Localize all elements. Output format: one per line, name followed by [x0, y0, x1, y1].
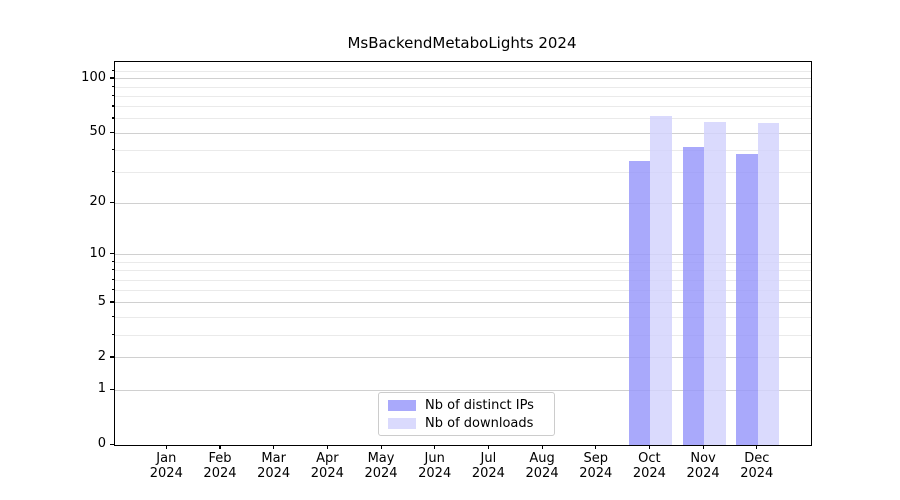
y-minor-tick-mark-7	[111, 278, 114, 280]
gridline-9	[115, 261, 811, 263]
gridline-20	[115, 202, 811, 204]
y-tick-mark-20	[110, 201, 114, 204]
gridline-90	[115, 86, 811, 88]
bar-dec-downloads	[757, 122, 780, 445]
x-tick-label-jan: Jan 2024	[149, 451, 183, 481]
x-tick-label-sep: Sep 2024	[579, 451, 613, 481]
y-minor-tick-mark-6	[111, 289, 114, 291]
y-minor-tick-mark-8	[111, 269, 114, 271]
gridline-7	[115, 279, 811, 281]
x-tick-label-nov: Nov 2024	[686, 451, 720, 481]
x-tick-mark-feb	[219, 445, 221, 449]
y-minor-tick-mark-9	[111, 260, 114, 263]
x-tick-mark-jul	[487, 445, 490, 449]
legend-swatch-distinct-ips	[388, 399, 416, 411]
y-minor-tick-mark-4	[111, 315, 114, 318]
bar-dec-distinct-ips	[736, 154, 758, 445]
bar-oct-downloads	[650, 116, 672, 445]
y-minor-tick-mark-70	[111, 105, 114, 107]
y-minor-tick-mark-90	[111, 85, 114, 87]
y-tick-label-20: 20	[89, 194, 106, 210]
gridline-8	[115, 270, 811, 272]
gridline-4	[115, 316, 811, 318]
x-tick-mark-jun	[434, 445, 436, 449]
y-tick-mark-0	[110, 443, 114, 445]
legend: Nb of distinct IPs Nb of downloads	[378, 392, 555, 436]
gridline-50	[115, 132, 811, 134]
legend-item-distinct-ips: Nb of distinct IPs	[379, 398, 554, 413]
y-tick-label-5: 5	[97, 293, 106, 309]
x-tick-label-aug: Aug 2024	[525, 451, 559, 481]
x-tick-mark-may	[380, 445, 382, 449]
x-tick-mark-jan	[165, 445, 167, 449]
x-tick-mark-nov	[702, 445, 704, 449]
y-minor-tick-mark-30	[111, 171, 114, 173]
x-tick-label-mar: Mar 2024	[257, 451, 291, 481]
y-tick-label-2: 2	[97, 348, 106, 364]
y-tick-label-10: 10	[89, 245, 106, 261]
chart-title: MsBackendMetaboLights 2024	[347, 34, 577, 52]
plot-area	[114, 61, 812, 446]
y-minor-tick-mark-60	[111, 117, 114, 119]
gridline-80	[115, 95, 811, 97]
gridline-100	[115, 78, 811, 80]
x-tick-label-jul: Jul 2024	[471, 451, 505, 481]
legend-label-downloads: Nb of downloads	[425, 415, 534, 431]
x-tick-mark-apr	[326, 445, 329, 449]
y-tick-mark-10	[110, 253, 114, 255]
x-tick-label-may: May 2024	[364, 451, 398, 481]
x-tick-mark-sep	[595, 445, 597, 449]
y-minor-tick-mark-40	[111, 148, 114, 151]
y-minor-tick-mark-3	[111, 333, 114, 335]
x-tick-mark-dec	[756, 445, 758, 449]
legend-item-downloads: Nb of downloads	[379, 416, 554, 431]
x-tick-label-jun: Jun 2024	[418, 451, 452, 481]
y-tick-mark-2	[110, 356, 114, 358]
gridline-30	[115, 172, 811, 174]
bar-oct-distinct-ips	[628, 160, 651, 445]
y-tick-label-0: 0	[97, 436, 106, 451]
x-tick-label-dec: Dec 2024	[740, 451, 774, 481]
gridline-6	[115, 290, 811, 292]
y-tick-label-100: 100	[81, 69, 106, 85]
gridline-110	[115, 70, 811, 72]
y-tick-label-1: 1	[97, 381, 106, 397]
x-tick-label-feb: Feb 2024	[203, 451, 237, 481]
gridline-60	[115, 118, 811, 120]
y-tick-mark-1	[110, 388, 114, 390]
x-tick-label-oct: Oct 2024	[632, 451, 666, 481]
legend-swatch-downloads	[388, 417, 416, 429]
x-tick-mark-oct	[648, 445, 651, 449]
gridline-5	[115, 302, 811, 304]
y-minor-tick-mark-80	[111, 94, 114, 97]
gridline-2	[115, 357, 811, 359]
legend-label-distinct-ips: Nb of distinct IPs	[425, 397, 534, 413]
y-tick-mark-100	[110, 77, 114, 79]
gridline-10	[115, 254, 811, 256]
gridline-1	[115, 389, 811, 391]
bar-nov-downloads	[704, 121, 726, 445]
gridline-3	[115, 334, 811, 336]
x-tick-label-apr: Apr 2024	[310, 451, 344, 481]
gridline-70	[115, 106, 811, 108]
x-tick-mark-mar	[273, 445, 275, 449]
bar-nov-distinct-ips	[682, 146, 705, 445]
gridline-40	[115, 149, 811, 151]
y-tick-mark-5	[110, 301, 114, 303]
x-tick-mark-aug	[541, 445, 543, 449]
y-tick-mark-50	[110, 131, 114, 133]
y-minor-tick-mark-110	[111, 69, 114, 72]
y-tick-label-50: 50	[89, 124, 106, 140]
